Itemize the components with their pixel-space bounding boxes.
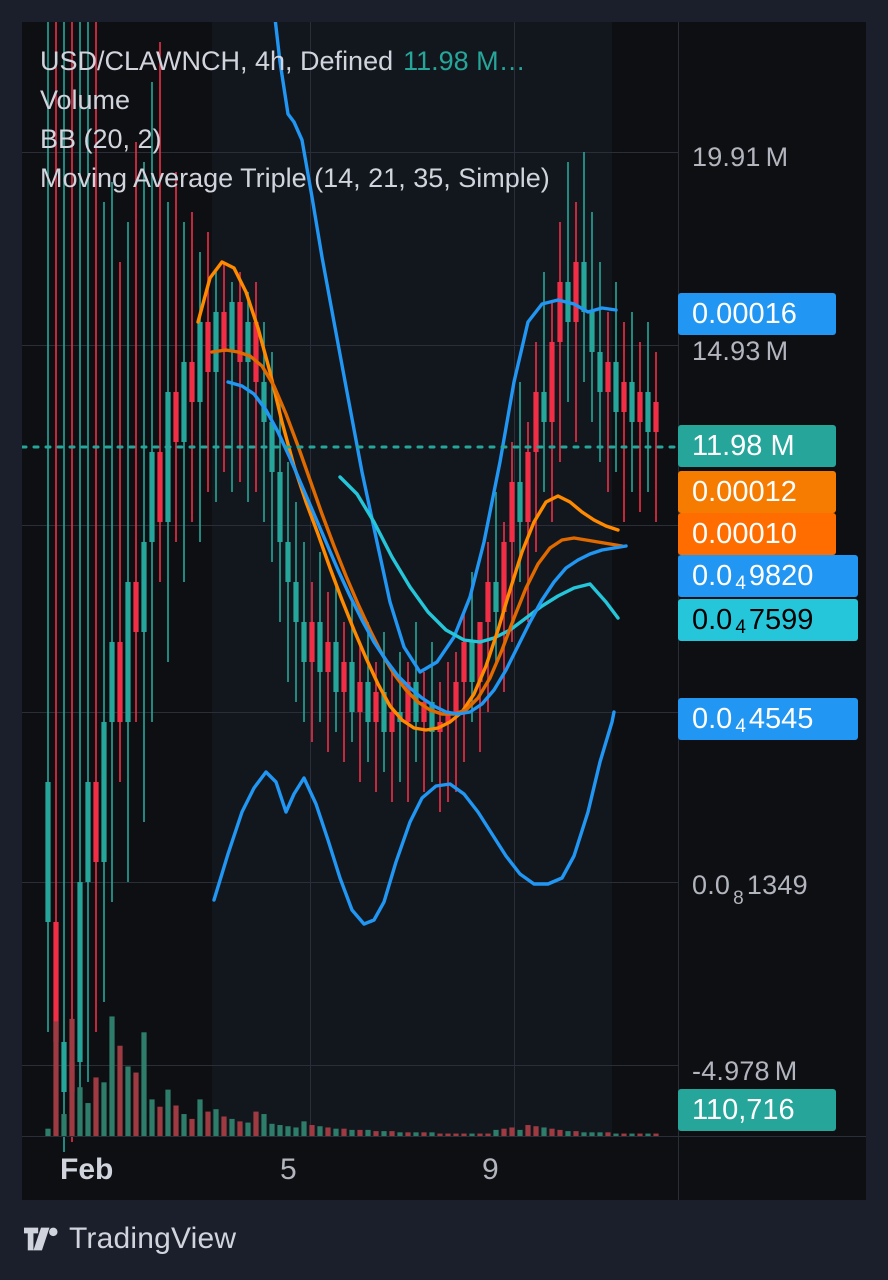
time-tick-2: 9 xyxy=(482,1153,499,1186)
time-tick-1: 5 xyxy=(280,1153,297,1186)
legend-indicator-ma[interactable]: Moving Average Triple (14, 21, 35, Simpl… xyxy=(40,163,550,193)
price-tick-3: 0.0 8 1349 xyxy=(692,870,808,910)
tradingview-logo-icon xyxy=(24,1227,58,1251)
chart-frame: 19.91M14.93M4.978M0.081349-4.978M0.00016… xyxy=(22,22,866,1200)
price-tick-0: 19.91 M xyxy=(692,142,789,172)
time-axis-separator xyxy=(678,1137,679,1200)
time-tick-0: Feb xyxy=(60,1153,114,1186)
chart-legend: USD/CLAWNCH, 4h, Defined 11.98 M… Volume … xyxy=(40,42,550,198)
legend-indicator-bb[interactable]: BB (20, 2) xyxy=(40,124,162,154)
bb-lower-price[interactable]: 0.0 4 4545 xyxy=(678,698,858,740)
chart-plot-area[interactable] xyxy=(22,22,678,1200)
session-highlight-band xyxy=(212,22,612,1136)
horizontal-gridline-5 xyxy=(22,1065,678,1066)
last-price-line xyxy=(22,445,678,449)
ma-mid-price[interactable]: 0.00010 xyxy=(678,513,836,555)
time-axis[interactable]: Feb 5 9 xyxy=(22,1136,866,1200)
indicator-lines xyxy=(196,22,628,926)
price-tick-4: -4.978 M xyxy=(692,1056,798,1086)
last-volume-value[interactable]: 110,716 xyxy=(678,1089,836,1131)
last-volume-price[interactable]: 11.98 M xyxy=(678,425,836,467)
horizontal-gridline-3 xyxy=(22,712,678,713)
horizontal-gridline-1 xyxy=(22,345,678,346)
tradingview-branding: TradingView xyxy=(24,1222,236,1256)
bb-upper-price[interactable]: 0.00016 xyxy=(678,293,836,335)
candlestick-series xyxy=(45,22,659,1152)
ma-slow-price[interactable]: 0.0 4 9820 xyxy=(678,555,858,597)
volume-series xyxy=(45,1016,659,1136)
horizontal-gridline-4 xyxy=(22,882,678,883)
legend-symbol-row[interactable]: USD/CLAWNCH, 4h, Defined 11.98 M… xyxy=(40,42,550,81)
legend-symbol-text: USD/CLAWNCH, 4h, Defined xyxy=(40,46,394,76)
price-axis[interactable]: 19.91M14.93M4.978M0.081349-4.978M0.00016… xyxy=(678,22,866,1200)
horizontal-gridline-2 xyxy=(22,525,678,526)
vertical-gridline-0 xyxy=(310,22,311,1136)
price-tick-1: 14.93 M xyxy=(692,336,789,366)
bb-basis-price[interactable]: 0.0 4 7599 xyxy=(678,599,858,641)
ma-fast-price[interactable]: 0.00012 xyxy=(678,471,836,513)
horizontal-gridline-0 xyxy=(22,152,678,153)
legend-indicator-volume[interactable]: Volume xyxy=(40,85,131,115)
tradingview-logo-text: TradingView xyxy=(69,1222,237,1255)
legend-symbol-value: 11.98 M… xyxy=(403,46,526,76)
